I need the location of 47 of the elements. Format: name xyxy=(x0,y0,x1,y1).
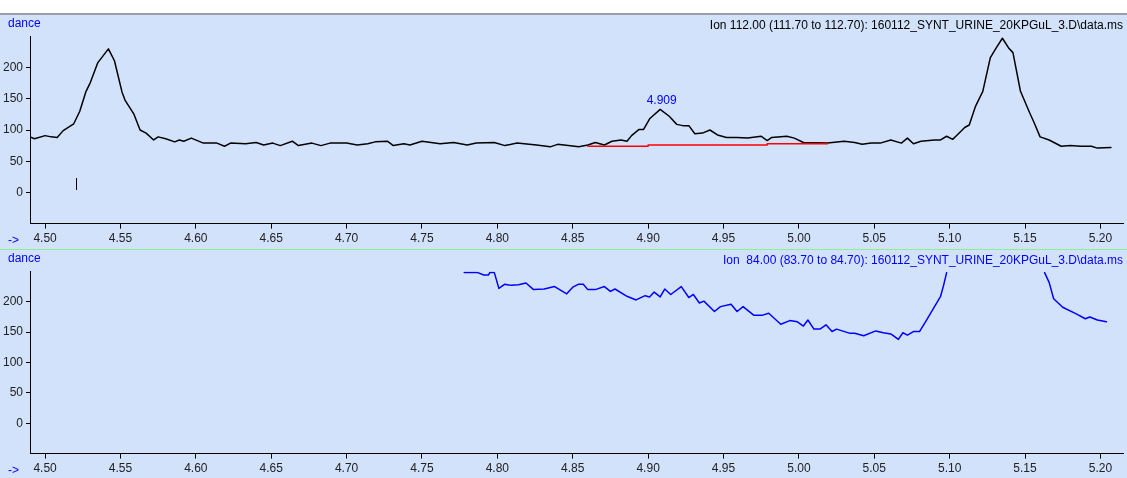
x-tick-label: 4.90 xyxy=(636,231,661,246)
x-tick-label: 4.85 xyxy=(561,231,585,246)
x-tick-label: 5.05 xyxy=(862,231,887,246)
x-tick-label: 5.15 xyxy=(1013,461,1038,476)
x-tick-label: 4.95 xyxy=(711,231,736,246)
x-tick-label: 4.85 xyxy=(561,461,585,476)
x-tick-label: 5.00 xyxy=(787,231,811,246)
x-tick-label: 5.20 xyxy=(1088,231,1113,246)
chart-title: Ion 84.00 (83.70 to 84.70): 160112_SYNT_URINE_20KPGuL_3.D\data.ms xyxy=(722,252,1123,267)
x-tick-label: 4.55 xyxy=(108,231,133,246)
x-tick-label: 4.90 xyxy=(636,461,661,476)
x-tick-label: 4.95 xyxy=(711,461,736,476)
y-tick-label: 150 xyxy=(2,91,24,106)
x-tick-label: 4.55 xyxy=(108,461,133,476)
y-tick-label: 200 xyxy=(2,294,24,309)
x-tick-label: 5.20 xyxy=(1088,461,1113,476)
x-tick-label: 4.70 xyxy=(334,461,359,476)
x-tick-label: 4.50 xyxy=(33,231,58,246)
x-tick-label: 4.70 xyxy=(334,231,359,246)
x-tick-label: 4.75 xyxy=(410,461,434,476)
y-tick-label: 0 xyxy=(16,184,24,199)
annotation: 4.909 xyxy=(646,92,678,107)
x-tick-label: 4.75 xyxy=(410,231,434,246)
x-tick-label: 4.50 xyxy=(33,461,58,476)
y-tick-label: 200 xyxy=(2,59,24,74)
x-tick-label: 4.60 xyxy=(184,461,208,476)
x-axis-title: -> xyxy=(8,463,20,478)
x-tick-label: 5.05 xyxy=(862,461,887,476)
x-tick-label: 5.10 xyxy=(937,231,962,246)
y-tick-label: 50 xyxy=(9,385,24,400)
x-tick-label: 4.65 xyxy=(259,231,284,246)
x-axis-title: -> xyxy=(8,233,20,248)
y-tick-label: 150 xyxy=(2,324,24,339)
y-tick-label: 50 xyxy=(9,153,24,168)
x-tick-label: 4.60 xyxy=(184,231,208,246)
x-tick-label: 4.65 xyxy=(259,461,284,476)
x-tick-label: 5.15 xyxy=(1013,231,1038,246)
x-tick-label: 4.80 xyxy=(485,231,510,246)
x-tick-label: 5.00 xyxy=(787,461,811,476)
x-tick-label: 4.80 xyxy=(485,461,510,476)
y-tick-label: 100 xyxy=(2,122,24,137)
y-axis-title: dance xyxy=(8,251,42,266)
y-tick-label: 100 xyxy=(2,354,24,369)
chart-title: Ion 112.00 (111.70 to 112.70): 160112_SYNT_URINE_20KPGuL_3.D\data.ms xyxy=(709,17,1123,32)
x-tick-label: 5.10 xyxy=(937,461,962,476)
y-axis-title: dance xyxy=(8,16,42,31)
y-tick-label: 0 xyxy=(16,415,24,430)
